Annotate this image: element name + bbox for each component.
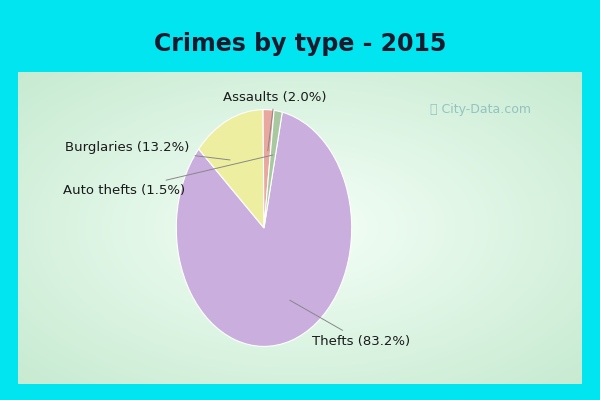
Wedge shape — [199, 110, 264, 228]
Text: Auto thefts (1.5%): Auto thefts (1.5%) — [63, 155, 273, 197]
Text: Burglaries (13.2%): Burglaries (13.2%) — [65, 141, 230, 160]
Text: ⓘ City-Data.com: ⓘ City-Data.com — [430, 103, 531, 116]
Text: Crimes by type - 2015: Crimes by type - 2015 — [154, 32, 446, 56]
Wedge shape — [263, 110, 274, 228]
Wedge shape — [176, 112, 352, 346]
Text: Thefts (83.2%): Thefts (83.2%) — [290, 300, 410, 348]
Text: Assaults (2.0%): Assaults (2.0%) — [223, 91, 326, 151]
Wedge shape — [264, 110, 282, 228]
